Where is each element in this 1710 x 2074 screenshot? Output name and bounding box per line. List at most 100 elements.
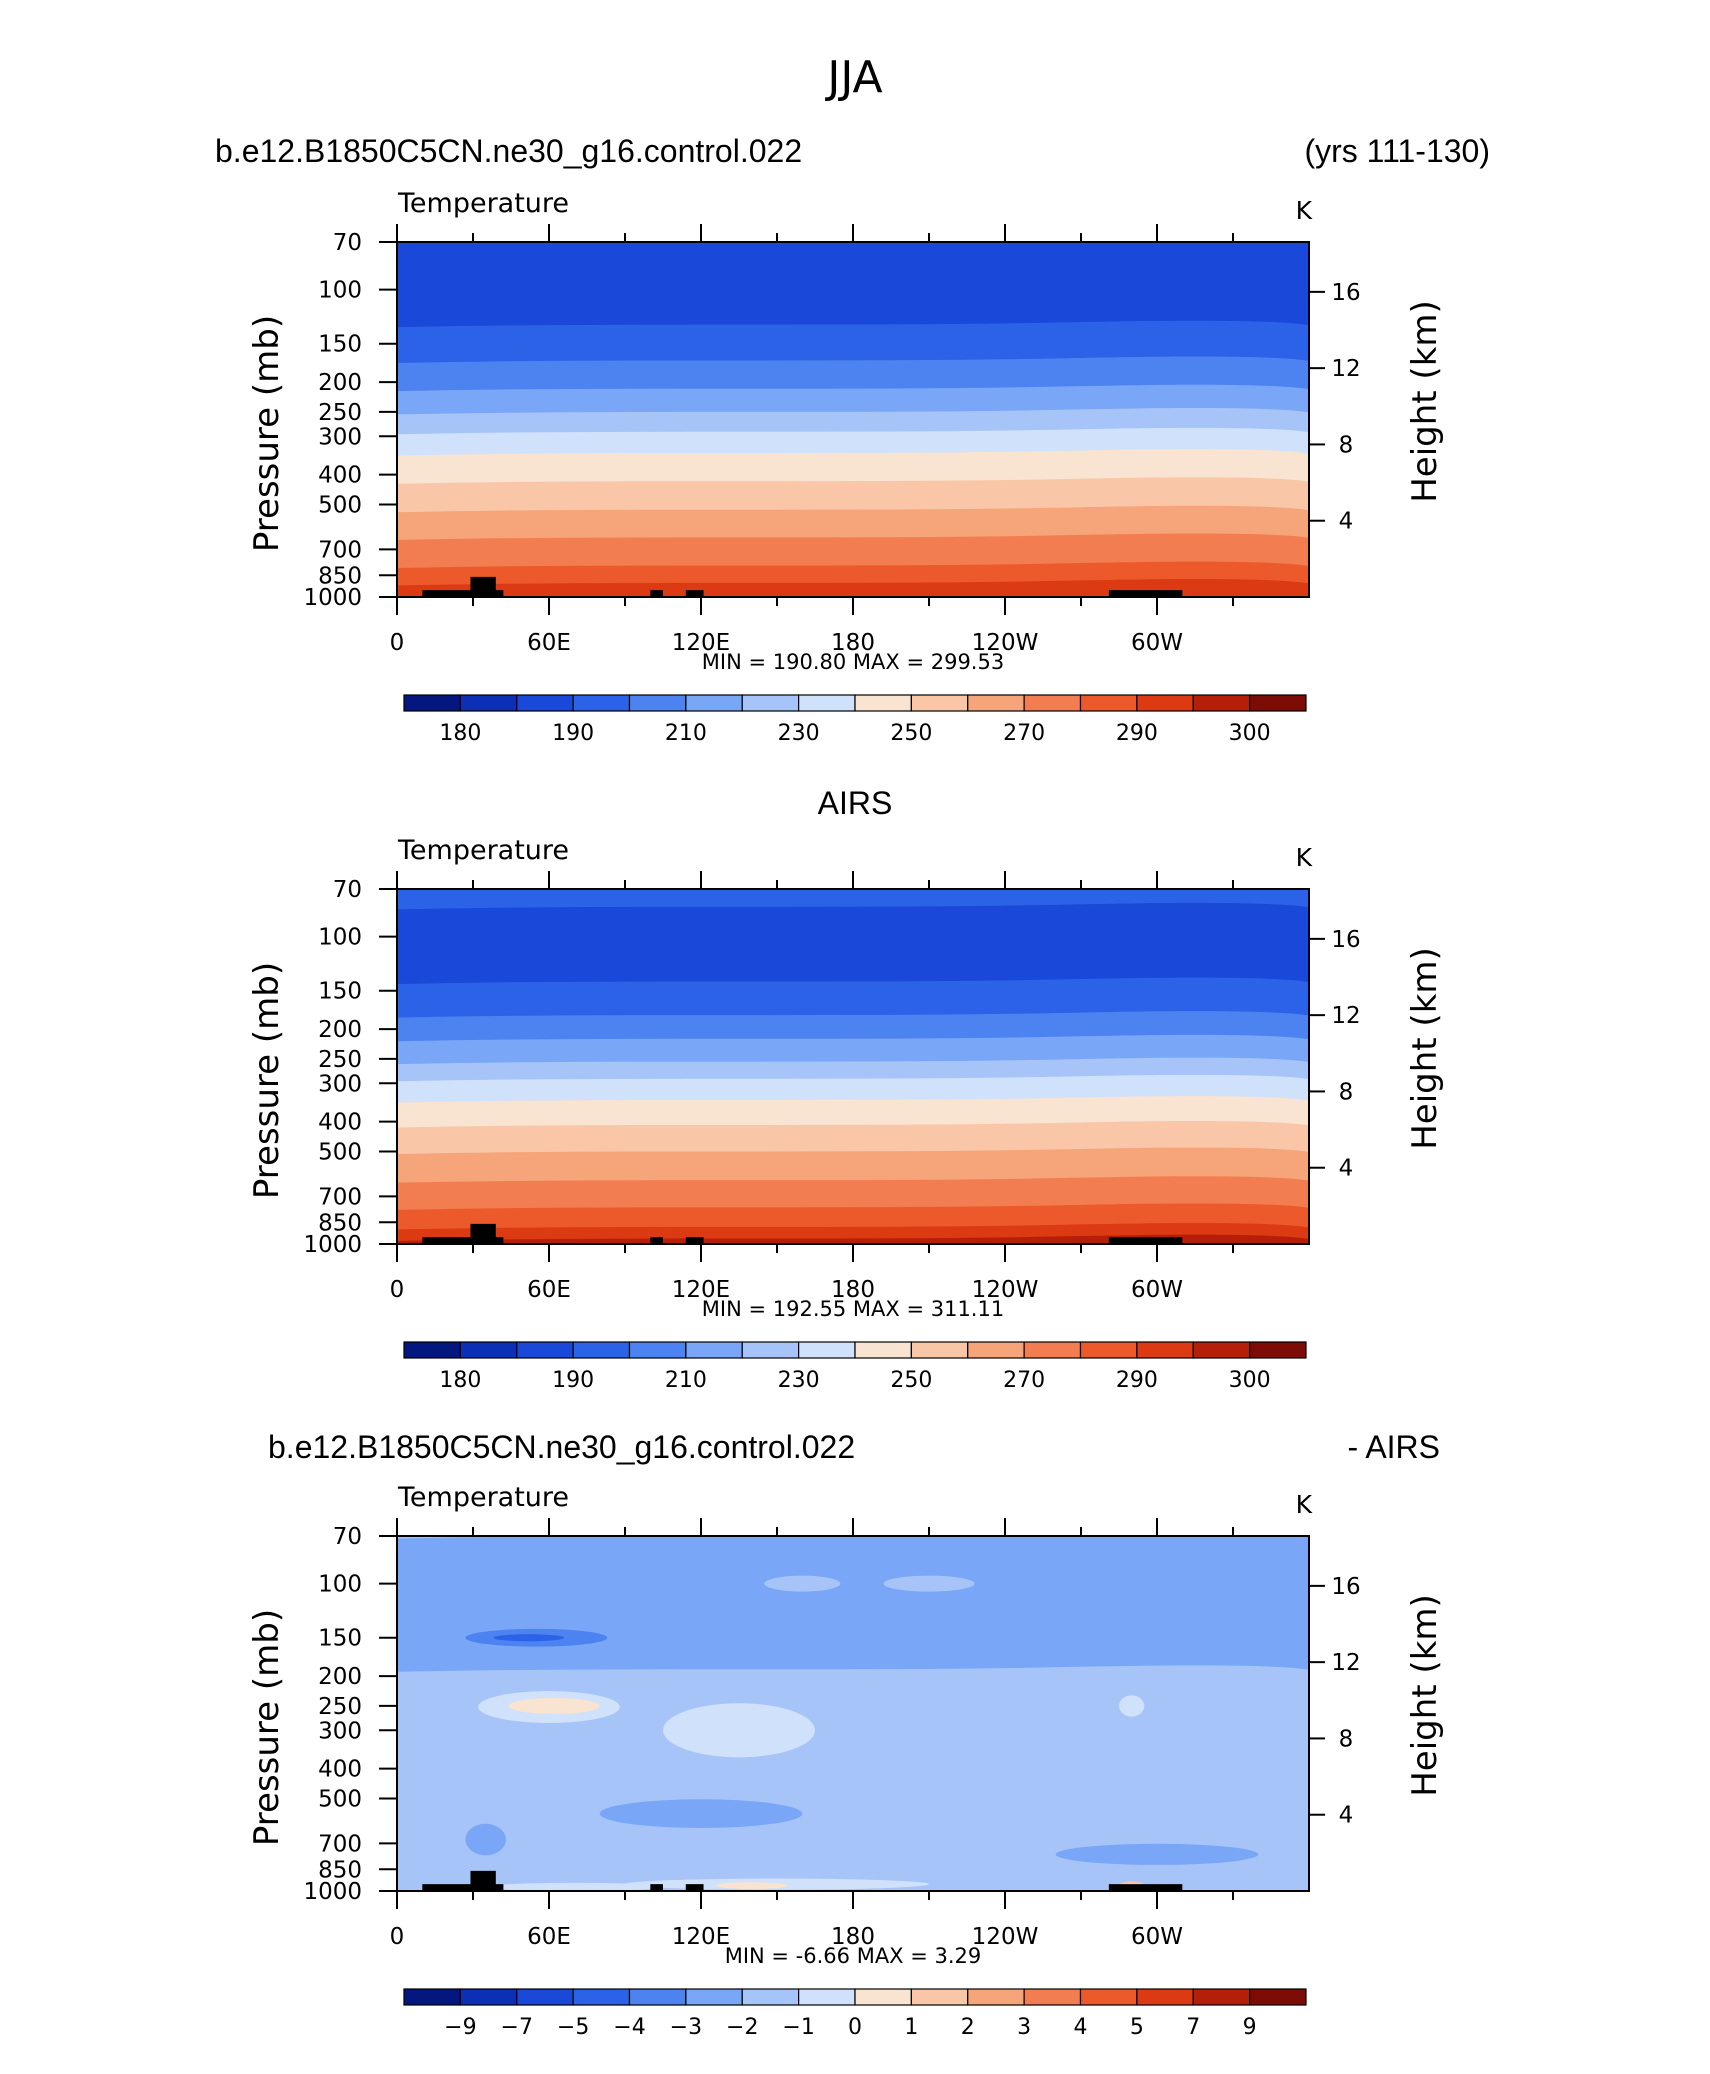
x-tick-label: 180 (831, 630, 875, 656)
y2-tick-label: 12 (1331, 1650, 1360, 1676)
y2-tick-label: 4 (1339, 509, 1354, 535)
colorbar-swatch (403, 694, 461, 712)
units-label: K (1296, 196, 1313, 225)
topography-mask (422, 1884, 504, 1891)
x-tick-label: 60E (527, 1924, 571, 1950)
colorbar-label: −1 (782, 2015, 814, 2040)
colorbar-label: 7 (1186, 2015, 1200, 2040)
colorbar-label: −2 (726, 2015, 758, 2040)
colorbar-swatch (910, 694, 969, 712)
colorbar-label: 5 (1130, 2015, 1144, 2040)
topography-mask (685, 590, 704, 597)
y2-tick-label: 8 (1339, 1079, 1354, 1105)
y2-axis-title: Height (km) (1405, 300, 1445, 503)
y2-tick-label: 12 (1331, 356, 1360, 382)
run-name-label: b.e12.B1850C5CN.ne30_g16.control.022 (215, 133, 802, 169)
y2-tick-label: 16 (1331, 280, 1360, 306)
y-tick-label: 150 (318, 332, 362, 358)
colorbar-label: 210 (665, 721, 707, 746)
colorbar-label: 180 (439, 721, 481, 746)
x-tick-label: 120W (972, 630, 1039, 656)
colorbar-swatch (1023, 1341, 1082, 1359)
y-tick-label: 300 (318, 424, 362, 450)
topography-mask (650, 1884, 663, 1891)
panel-difference: Temperature K0 60E 120E 180 120W 60W7010015020… (247, 1482, 1445, 2040)
contour-feature (1119, 1695, 1145, 1717)
contour-feature (883, 1575, 975, 1592)
contour-feature (663, 1703, 815, 1758)
topography-mask (470, 1870, 496, 1891)
topography-mask (1108, 1884, 1183, 1891)
colorbar-label: 300 (1229, 1368, 1271, 1393)
colorbar-swatch (910, 1988, 969, 2006)
y-tick-label: 700 (318, 1184, 362, 1210)
plot-area (397, 889, 1309, 1244)
x-tick-label: 0 (390, 630, 405, 656)
diff-run-name-label: b.e12.B1850C5CN.ne30_g16.control.022 (268, 1429, 855, 1465)
topography-mask (1108, 590, 1183, 597)
colorbar-swatch (459, 1988, 518, 2006)
colorbar-swatch (854, 1988, 912, 2006)
colorbar-swatch (685, 694, 743, 712)
x-tick-label: 120E (672, 1277, 730, 1303)
y-axis-title: Pressure (mb) (247, 1609, 287, 1846)
contour-feature (508, 1697, 600, 1714)
variable-label: Temperature (397, 835, 569, 866)
y-tick-label: 250 (318, 1694, 362, 1720)
x-tick-label: 60W (1131, 1924, 1183, 1950)
figure-title: JJA (824, 52, 882, 103)
colorbar-swatch (1192, 1988, 1251, 2006)
units-label: K (1296, 1490, 1313, 1519)
colorbar-label: 210 (665, 1368, 707, 1393)
y-tick-label: 850 (318, 1857, 362, 1883)
colorbar-swatch (1192, 1341, 1251, 1359)
colorbar-label: 2 (961, 2015, 975, 2040)
colorbar: −9 −7 −5 −4 −3 −2 −1 0 1 2 3 4 5 7 9 (403, 1988, 1307, 2040)
y-axis-title: Pressure (mb) (247, 962, 287, 1199)
x-tick-label: 60E (527, 1277, 571, 1303)
y-tick-label: 850 (318, 563, 362, 589)
y-tick-label: 200 (318, 1664, 362, 1690)
y-tick-label: 100 (318, 925, 362, 951)
topography-mask (422, 1237, 504, 1244)
contour-feature (764, 1575, 841, 1592)
y-tick-label: 300 (318, 1071, 362, 1097)
colorbar-swatch (798, 1341, 856, 1359)
colorbar-swatch (910, 1341, 969, 1359)
y-tick-label: 400 (318, 463, 362, 489)
x-tick-label: 60E (527, 630, 571, 656)
y-tick-label: 150 (318, 979, 362, 1005)
y2-tick-label: 12 (1331, 1003, 1360, 1029)
variable-label: Temperature (397, 1482, 569, 1513)
y-tick-label: 200 (318, 1017, 362, 1043)
min-max-stats: MIN = -6.66 MAX = 3.29 (725, 1944, 982, 1968)
colorbar-swatch (1023, 694, 1082, 712)
y-tick-label: 1000 (303, 1232, 362, 1258)
colorbar-swatch (685, 1341, 743, 1359)
colorbar: 180 190 210 230 250 270 290 300 (403, 1341, 1307, 1393)
y-tick-label: 500 (318, 1139, 362, 1165)
y-tick-label: 70 (333, 877, 362, 903)
y-tick-label: 70 (333, 230, 362, 256)
topography-mask (650, 1237, 663, 1244)
panel-obs: Temperature K 0 60E 120E 180 120W 60W 70 100 150 20… (247, 835, 1445, 1393)
contour-feature (493, 1634, 565, 1642)
y-tick-label: 500 (318, 492, 362, 518)
colorbar-label: 270 (1003, 1368, 1045, 1393)
y-tick-label: 100 (318, 1572, 362, 1598)
y-tick-label: 150 (318, 1626, 362, 1652)
contour-feature (599, 1799, 803, 1828)
x-tick-label: 60W (1131, 630, 1183, 656)
y2-tick-label: 8 (1339, 1726, 1354, 1752)
colorbar-label: 3 (1017, 2015, 1031, 2040)
colorbar-label: 290 (1116, 721, 1158, 746)
y-tick-label: 400 (318, 1110, 362, 1136)
colorbar-swatch (572, 1988, 631, 2006)
colorbar-swatch (403, 1341, 461, 1359)
colorbar-label: −3 (670, 2015, 702, 2040)
colorbar-swatch (1079, 1341, 1138, 1359)
contour-feature (1055, 1843, 1259, 1865)
colorbar-label: 180 (439, 1368, 481, 1393)
x-tick-label: 60W (1131, 1277, 1183, 1303)
